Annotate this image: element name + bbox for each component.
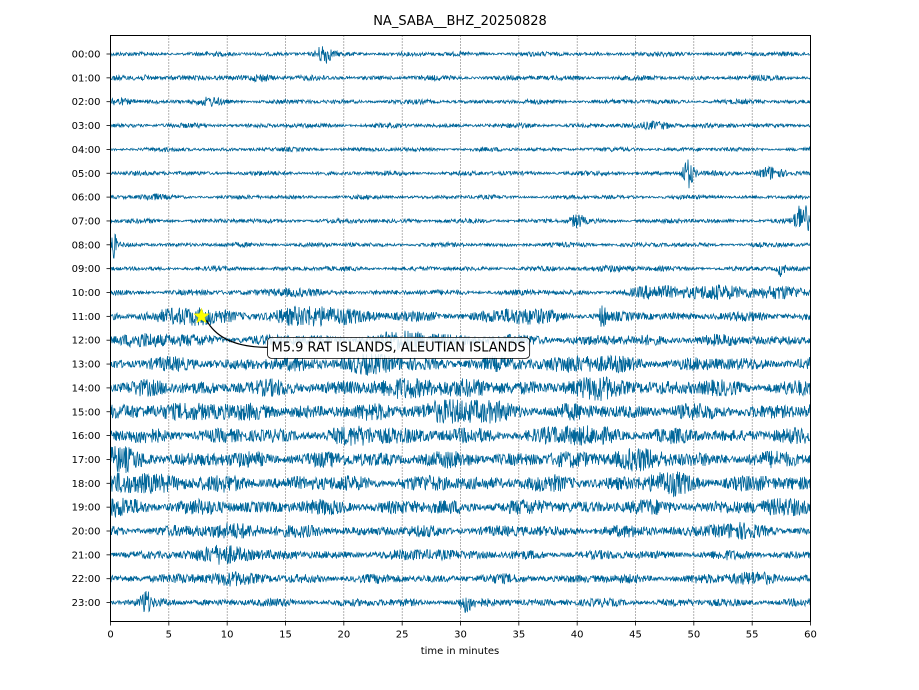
trace-1500	[110, 399, 811, 424]
trace-1000	[110, 284, 811, 301]
y-axis-ticks: 00:00 01:00 02:00 03:00 04:00 05:00 06:00 07:00…	[72, 50, 111, 609]
x-tick-label: 15	[279, 630, 292, 641]
x-tick-label: 35	[512, 630, 525, 641]
y-tick-label: 19:00	[72, 503, 101, 514]
trace-0600	[110, 193, 811, 201]
trace-0400	[110, 145, 811, 153]
trace-0200	[110, 96, 811, 107]
trace-1800	[110, 471, 811, 498]
trace-0800	[110, 233, 811, 259]
y-tick-label: 16:00	[72, 431, 101, 442]
x-tick-label: 40	[571, 630, 584, 641]
trace-1700	[110, 446, 811, 473]
y-tick-label: 23:00	[72, 598, 101, 609]
x-axis-ticks: 0 5 10 15 20 25 30 35 40 45 50 55 60	[107, 621, 817, 641]
x-tick-label: 20	[337, 630, 350, 641]
event-star-marker	[193, 307, 210, 324]
y-tick-label: 10:00	[72, 288, 101, 299]
trace-2100	[110, 544, 811, 565]
trace-2000	[110, 521, 811, 541]
trace-1900	[110, 497, 811, 518]
y-tick-label: 09:00	[72, 264, 101, 275]
y-tick-label: 04:00	[72, 145, 101, 156]
x-tick-label: 60	[804, 630, 817, 641]
x-tick-label: 0	[107, 630, 113, 641]
trace-0700	[110, 205, 811, 232]
trace-0000	[110, 46, 811, 64]
trace-1600	[110, 425, 811, 446]
x-tick-label: 50	[687, 630, 700, 641]
annotation-box	[267, 336, 531, 359]
event-label: M5.9 RAT ISLANDS, ALEUTIAN ISLANDS	[272, 340, 526, 355]
annotation-arrow	[205, 320, 268, 348]
y-tick-label: 15:00	[72, 407, 101, 418]
trace-0900	[110, 264, 811, 277]
y-tick-label: 02:00	[72, 97, 101, 108]
x-tick-label: 25	[396, 630, 409, 641]
y-tick-label: 21:00	[72, 550, 101, 561]
trace-1400	[110, 376, 811, 401]
y-tick-label: 05:00	[72, 169, 101, 180]
x-tick-label: 5	[166, 630, 172, 641]
y-tick-label: 14:00	[72, 383, 101, 394]
x-tick-label: 55	[746, 630, 759, 641]
y-tick-label: 03:00	[72, 121, 101, 132]
event-annotation: M5.9 RAT ISLANDS, ALEUTIAN ISLANDS	[193, 307, 531, 359]
y-tick-label: 22:00	[72, 574, 101, 585]
y-tick-label: 00:00	[72, 50, 101, 61]
trace-0100	[110, 73, 811, 83]
trace-2300	[110, 591, 811, 613]
seismic-traces	[110, 46, 811, 613]
y-tick-label: 07:00	[72, 216, 101, 227]
trace-0300	[110, 119, 811, 131]
trace-2200	[110, 571, 811, 587]
y-tick-label: 01:00	[72, 73, 101, 84]
y-tick-label: 17:00	[72, 455, 101, 466]
chart-title: NA_SABA__BHZ_20250828	[373, 14, 547, 29]
y-tick-label: 06:00	[72, 193, 101, 204]
y-tick-label: 13:00	[72, 360, 101, 371]
trace-1100	[110, 305, 811, 328]
y-tick-label: 12:00	[72, 336, 101, 347]
x-axis-label: time in minutes	[421, 646, 500, 657]
trace-1300	[110, 353, 811, 376]
x-tick-label: 30	[454, 630, 467, 641]
x-tick-label: 10	[221, 630, 234, 641]
x-tick-label: 45	[629, 630, 642, 641]
y-tick-label: 08:00	[72, 240, 101, 251]
y-tick-label: 18:00	[72, 479, 101, 490]
y-tick-label: 20:00	[72, 527, 101, 538]
y-tick-label: 11:00	[72, 312, 101, 323]
trace-0500	[110, 159, 811, 189]
